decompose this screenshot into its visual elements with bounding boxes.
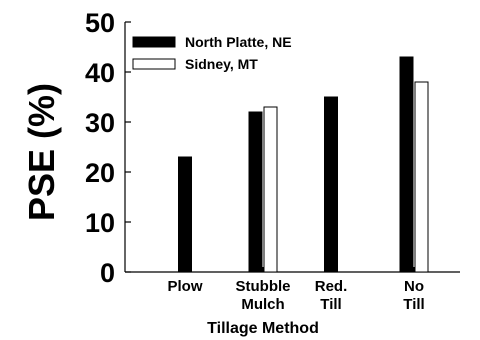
x-category-label: Till bbox=[320, 296, 341, 313]
y-axis-label: PSE (%) bbox=[21, 83, 62, 221]
bars bbox=[178, 56, 429, 273]
legend-label: Sidney, MT bbox=[185, 56, 258, 72]
x-category-label: Mulch bbox=[241, 296, 284, 313]
y-axis-ticks: 0 10 20 30 40 50 bbox=[85, 8, 131, 288]
x-category-label: No bbox=[404, 278, 424, 295]
x-category-label: Red. bbox=[315, 278, 348, 295]
legend-swatch bbox=[132, 58, 176, 70]
x-category-label: Till bbox=[403, 296, 424, 313]
bar-sidney-1 bbox=[263, 106, 278, 273]
y-tick-label: 0 bbox=[100, 258, 115, 288]
y-tick-label: 40 bbox=[85, 58, 115, 88]
legend-swatch bbox=[132, 36, 176, 48]
bar-north-platte-2 bbox=[324, 96, 338, 273]
bar-north-platte-1 bbox=[248, 111, 263, 273]
legend: North Platte, NE Sidney, MT bbox=[132, 34, 292, 72]
bar-north-platte-0 bbox=[178, 156, 192, 273]
x-category-label: Stubble bbox=[236, 278, 291, 295]
legend-label: North Platte, NE bbox=[185, 34, 292, 50]
bar-sidney-3 bbox=[414, 81, 429, 273]
y-tick-label: 30 bbox=[85, 108, 115, 138]
y-tick-label: 50 bbox=[85, 8, 115, 38]
y-tick-label: 10 bbox=[85, 208, 115, 238]
x-axis-label: Tillage Method bbox=[207, 320, 319, 337]
x-category-label: Plow bbox=[167, 278, 202, 295]
y-tick-label: 20 bbox=[85, 158, 115, 188]
bar-north-platte-3 bbox=[399, 56, 414, 273]
